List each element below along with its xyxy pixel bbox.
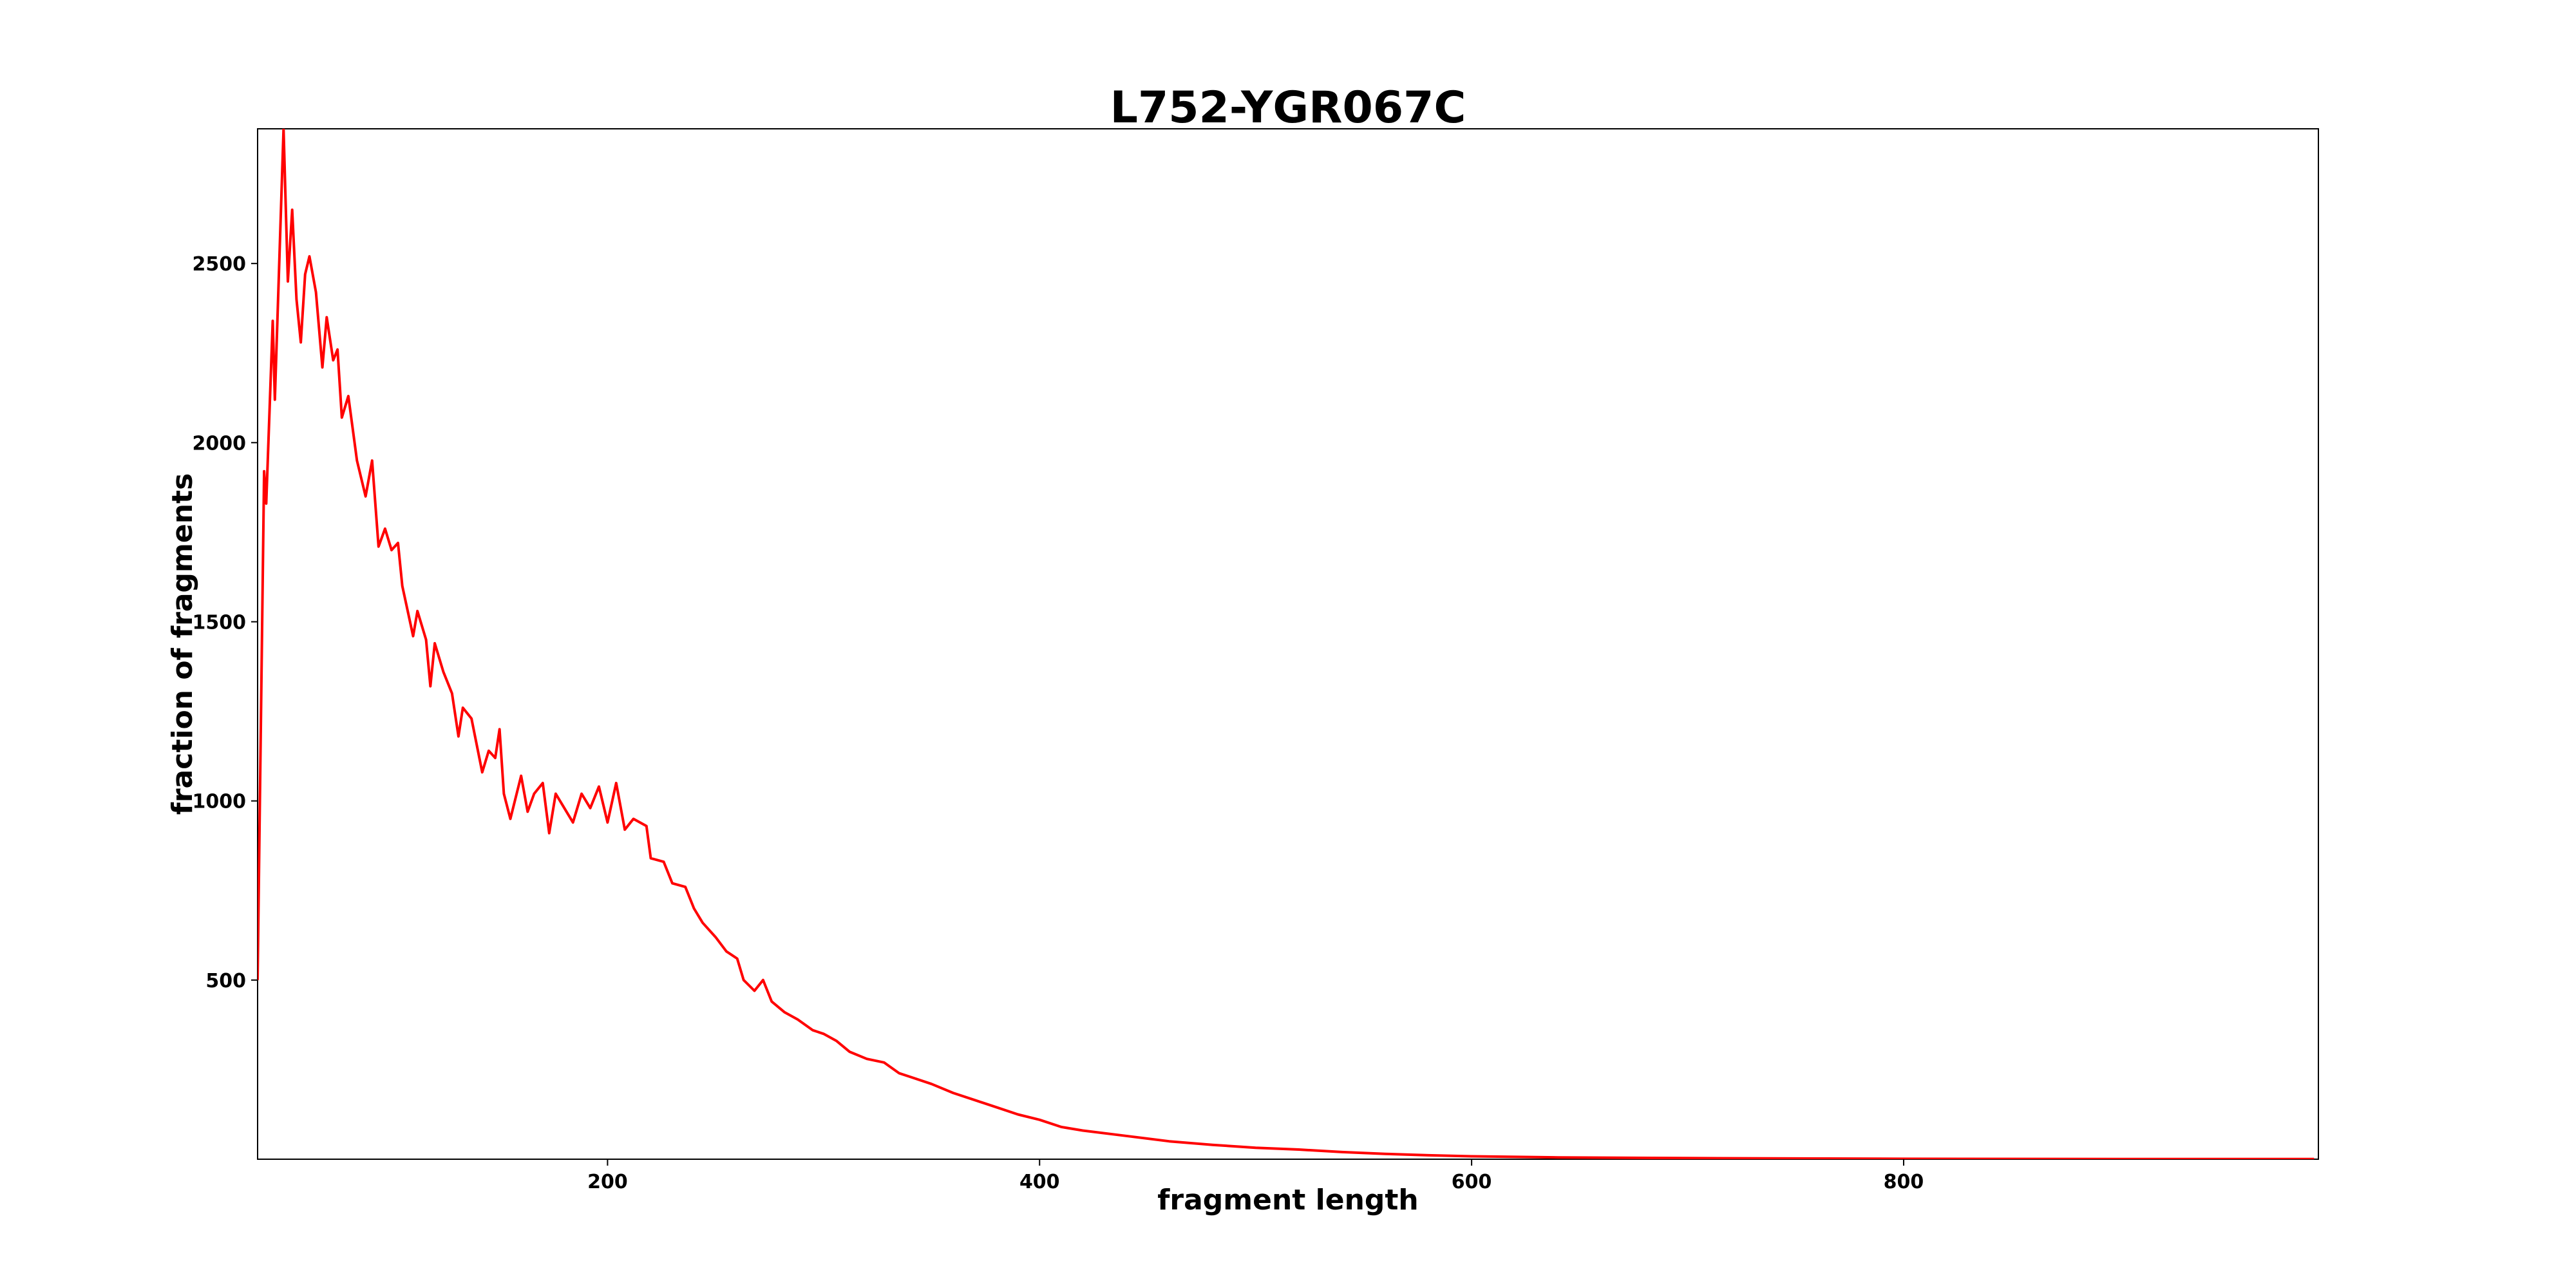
y-axis: 500 1000 1500 2000 2500 — [193, 253, 258, 992]
y-tick-label: 2500 — [193, 253, 247, 276]
x-tick-label: 800 — [1884, 1171, 1924, 1193]
y-tick-label: 1000 — [193, 791, 247, 813]
y-tick-label: 1500 — [193, 612, 247, 634]
plot-area — [257, 128, 2319, 1160]
series-line-fragments — [258, 129, 2315, 1159]
y-tick-label: 2000 — [193, 432, 247, 455]
y-tick-label: 500 — [205, 970, 246, 992]
plot-frame — [257, 128, 2319, 1160]
chart-title: L752-YGR067C — [1110, 82, 1466, 133]
x-tick-label: 200 — [587, 1171, 628, 1193]
x-axis: 200 400 600 800 — [587, 1159, 1924, 1193]
x-tick-label: 400 — [1019, 1171, 1060, 1193]
x-axis-label: fragment length — [1157, 1184, 1419, 1217]
x-tick-label: 600 — [1452, 1171, 1492, 1193]
y-axis-label: fraction of fragments — [166, 473, 199, 815]
